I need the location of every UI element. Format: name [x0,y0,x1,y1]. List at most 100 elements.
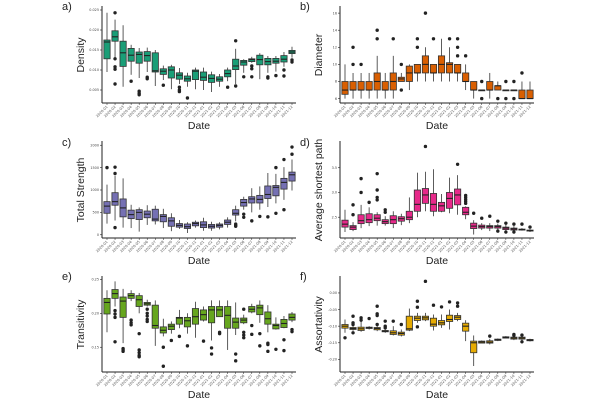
box-iqr [341,81,349,95]
box-2020-12 [429,169,438,217]
box-2020-01 [341,319,349,340]
outlier-point [242,333,246,337]
box-2020-10 [175,219,183,229]
outlier-point [201,339,206,343]
outlier-point [496,96,500,101]
outlier-point [274,347,278,351]
box-2020-07 [389,319,397,336]
box-2021-02 [446,300,454,330]
box-iqr [429,317,438,327]
box-2021-10 [272,317,280,351]
outlier-point [266,342,270,347]
panel-label: d) [300,137,310,149]
box-2020-01 [103,165,111,224]
y-axis-label: Average shortest path [313,139,325,242]
outlier-point [282,157,286,162]
box-iqr [446,192,454,209]
outlier-point [488,214,492,218]
box-2021-01 [199,306,208,343]
box-2020-04 [365,200,373,227]
box-iqr [470,340,478,354]
box-2021-08 [256,186,264,219]
box-2020-06 [381,72,389,99]
outlier-point [250,323,254,328]
outlier-point [137,348,141,352]
x-axis-label: Date [188,255,210,267]
box-iqr [135,51,143,64]
box-iqr [518,89,526,99]
y-tick-label: 3.5 [332,166,337,170]
box-iqr [462,206,470,216]
box-2021-09 [264,56,272,80]
box-2020-05 [373,304,381,332]
box-2021-05 [232,302,240,363]
box-2021-05 [470,211,478,235]
outlier-point [250,332,254,337]
outlier-point [242,307,246,311]
box-iqr [135,295,143,307]
outlier-point [375,198,379,202]
box-2020-03 [119,25,127,87]
box-iqr [119,40,127,67]
box-2021-04 [462,320,470,342]
box-iqr [103,201,111,214]
outlier-point [480,216,484,220]
box-iqr [199,71,208,81]
outlier-point [282,338,286,342]
outlier-point [113,308,117,313]
outlier-point [383,326,387,330]
y-tick-label: 0.00 [329,291,337,295]
outlier-point [290,145,294,149]
box-2021-08 [494,219,502,233]
outlier-point [242,212,246,216]
box-iqr [175,72,183,80]
box-2021-09 [264,172,272,219]
box-2021-09 [502,336,510,339]
outlier-point [512,79,516,84]
box-2021-04 [224,300,232,350]
box-iqr [357,81,365,91]
outlier-point [145,314,149,318]
box-2020-05 [373,171,381,226]
x-axis-label: Date [188,120,210,132]
outlier-point [391,37,395,41]
y-tick-label: 1500 [90,166,99,170]
box-iqr [421,188,429,204]
box-2020-08 [397,322,405,337]
outlier-point [415,305,420,309]
outlier-point [455,37,460,41]
box-2020-04 [127,204,135,229]
box-iqr [135,209,143,220]
outlier-point [471,211,476,215]
outlier-point [375,313,379,318]
outlier-point [145,311,149,315]
box-iqr [413,64,421,74]
panel-c: c)Total StrengthDate05001000150020002020… [62,137,296,267]
outlier-point [439,305,444,309]
box-2021-03 [216,300,224,336]
box-2020-04 [127,290,135,327]
box-iqr [486,81,494,91]
box-2020-06 [143,205,151,225]
box-iqr [446,314,454,322]
box-2020-09 [167,64,175,90]
box-2021-07 [248,188,256,223]
outlier-point [399,62,404,67]
outlier-point [209,352,214,356]
box-2021-09 [264,305,272,354]
outlier-point [233,224,238,228]
outlier-point [343,336,347,340]
box-2021-06 [240,196,248,220]
box-2020-05 [135,292,143,359]
box-iqr [159,214,167,223]
box-2021-04 [224,217,232,228]
outlier-point [250,219,254,223]
box-2020-06 [381,208,389,226]
box-2021-12 [526,225,534,233]
box-2020-03 [357,316,365,332]
outlier-point [455,45,460,50]
box-iqr [365,81,373,91]
box-2021-11 [280,157,288,212]
y-axis-label: Diameter [313,33,325,76]
outlier-point [242,215,246,220]
